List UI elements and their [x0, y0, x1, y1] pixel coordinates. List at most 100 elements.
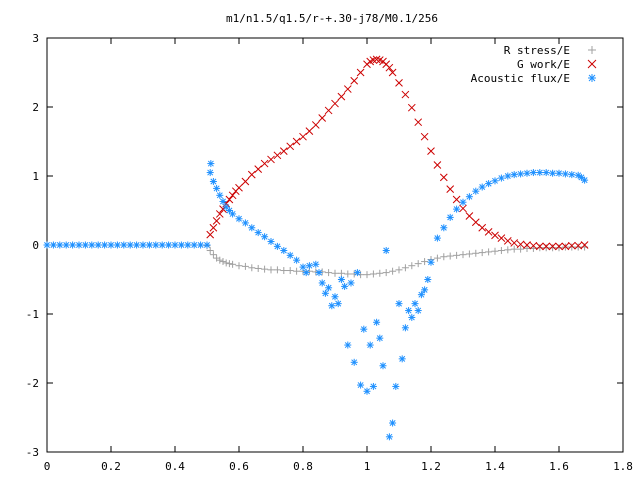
data-point [376, 334, 384, 342]
data-point [452, 195, 461, 204]
data-point [392, 382, 400, 390]
data-point [216, 191, 224, 199]
data-point [363, 271, 371, 279]
chart-title: m1/n1.5/q1.5/r-+.30-j78/M0.1/256 [226, 12, 438, 25]
data-point [165, 241, 173, 249]
data-point [325, 269, 333, 277]
data-point [535, 242, 544, 251]
data-point [401, 324, 409, 332]
data-point [43, 241, 51, 249]
data-point [331, 269, 339, 277]
data-point [235, 262, 243, 270]
data-point [206, 169, 214, 177]
data-point [574, 243, 582, 251]
x-tick-label: 0.2 [101, 460, 121, 473]
data-point [261, 233, 269, 241]
data-point [389, 419, 397, 427]
data-point [523, 241, 531, 249]
data-point [261, 265, 269, 273]
data-point [440, 253, 448, 261]
data-point [398, 355, 406, 363]
data-point [241, 219, 249, 227]
data-point [439, 173, 448, 182]
data-point [433, 161, 442, 169]
data-point [407, 103, 416, 112]
y-tick-label: 2 [32, 101, 39, 114]
data-point [369, 56, 378, 64]
legend-label: R stress/E [504, 44, 570, 57]
data-point [529, 169, 537, 177]
y-tick-label: 1 [32, 170, 39, 183]
data-point [363, 387, 371, 395]
x-tick-label: 1.6 [549, 460, 569, 473]
data-point [465, 193, 473, 201]
data-point [536, 244, 544, 252]
data-point [459, 198, 467, 206]
data-point [177, 241, 185, 249]
data-point [356, 68, 365, 77]
x-tick-label: 1.4 [485, 460, 505, 473]
legend-marker [587, 59, 597, 69]
data-point [62, 241, 70, 249]
data-point [465, 212, 474, 220]
data-point [292, 137, 301, 146]
data-point [372, 55, 381, 64]
data-point [382, 247, 390, 255]
data-point [504, 246, 512, 254]
x-tick-label: 0.4 [165, 460, 185, 473]
data-point [548, 242, 557, 251]
data-point [341, 282, 349, 290]
y-tick-label: 3 [32, 32, 39, 45]
data-point [472, 249, 480, 257]
data-point [273, 151, 282, 160]
data-point [382, 269, 390, 277]
data-point [388, 68, 397, 77]
data-point [424, 276, 432, 283]
data-point [267, 238, 275, 246]
data-point [491, 247, 499, 255]
data-point [299, 132, 307, 141]
data-point [120, 241, 128, 249]
data-point [337, 92, 346, 101]
x-tick-label: 1.8 [613, 460, 633, 473]
data-point [216, 256, 224, 264]
data-point [555, 242, 563, 251]
data-point [376, 269, 384, 277]
series [206, 55, 589, 251]
data-point [145, 241, 153, 249]
data-point [190, 241, 198, 249]
data-point [453, 205, 461, 213]
data-point [254, 165, 263, 173]
data-point [568, 171, 576, 179]
x-tick-label: 1 [364, 460, 371, 473]
data-point [446, 252, 454, 260]
data-point [414, 260, 422, 268]
data-point [471, 218, 480, 227]
data-point [503, 237, 512, 245]
data-point [523, 169, 531, 177]
y-tick-label: 0 [32, 239, 39, 252]
data-point [133, 241, 141, 249]
data-point [337, 276, 345, 283]
data-point [213, 184, 221, 192]
data-point [101, 241, 109, 249]
data-point [411, 300, 419, 308]
data-point [568, 243, 576, 251]
data-point [212, 216, 221, 225]
data-point [427, 258, 435, 266]
data-point [209, 223, 218, 232]
data-point [421, 286, 429, 294]
data-point [379, 362, 387, 370]
data-point [273, 242, 281, 250]
data-point [542, 242, 551, 251]
data-point [446, 213, 454, 221]
data-point [315, 269, 323, 277]
data-point [549, 169, 557, 177]
data-point [472, 187, 480, 195]
data-point [75, 241, 83, 249]
data-point [459, 204, 467, 213]
data-point [225, 195, 234, 204]
data-point [373, 318, 381, 326]
